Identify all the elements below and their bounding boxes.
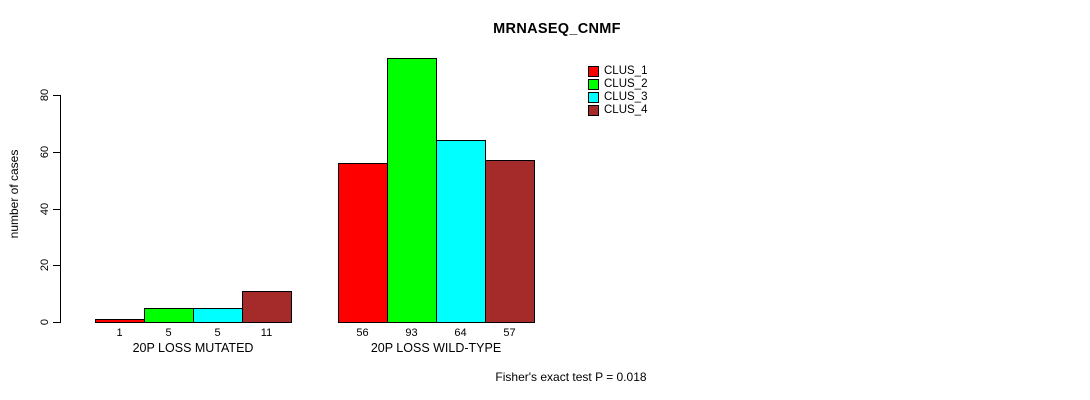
legend-label: CLUS_4 [604,104,648,116]
bar-clus_3-group1 [193,307,243,323]
y-tick-mark [53,208,60,210]
legend-swatch-clus_4 [588,105,599,116]
bar-clus_3-group2 [436,140,486,323]
legend-item: CLUS_4 [588,104,647,117]
bar-clus_1-group1 [95,319,145,323]
bar-value-label: 56 [356,327,369,339]
legend-item: CLUS_2 [588,78,647,91]
y-tick-mark [53,322,60,323]
legend-label: CLUS_3 [604,91,648,103]
legend-item: CLUS_3 [588,91,647,104]
legend-swatch-clus_2 [588,79,599,90]
y-tick-label: 0 [39,318,51,326]
y-tick-mark [53,265,60,267]
legend-item: CLUS_1 [588,65,647,78]
legend-label: CLUS_2 [604,78,648,90]
y-tick-mark [53,151,60,153]
legend-swatch-clus_1 [588,66,599,77]
y-tick-mark [53,95,60,96]
bar-value-label: 5 [165,327,172,339]
bar-clus_1-group2 [338,163,388,323]
bar-clus_4-group2 [485,160,535,323]
legend-swatch-clus_3 [588,92,599,103]
bar-value-label: 93 [405,327,418,339]
bar-value-label: 64 [454,327,467,339]
y-axis-title: number of cases [7,149,21,239]
bar-clus_4-group1 [242,290,292,323]
bar-value-label: 5 [214,327,221,339]
x-axis-group-label: 20P LOSS WILD-TYPE [370,341,502,355]
bar-value-label: 57 [503,327,516,339]
y-tick-label: 40 [39,202,51,215]
y-axis-line [60,95,61,323]
y-tick-label: 20 [39,259,51,272]
y-tick-label: 60 [39,145,51,158]
bar-value-label: 1 [116,327,123,339]
y-tick-label: 80 [39,88,51,102]
bar-value-label: 11 [260,327,273,339]
x-axis-group-label: 20P LOSS MUTATED [132,341,254,355]
legend-label: CLUS_1 [604,65,648,77]
legend: CLUS_1 CLUS_2 CLUS_3 CLUS_4 [588,65,647,117]
fisher-test-annotation: Fisher's exact test P = 0.018 [495,370,647,384]
bar-clus_2-group1 [144,307,194,323]
chart-title: MRNASEQ_CNMF [493,21,621,37]
bar-clus_2-group2 [387,58,437,323]
